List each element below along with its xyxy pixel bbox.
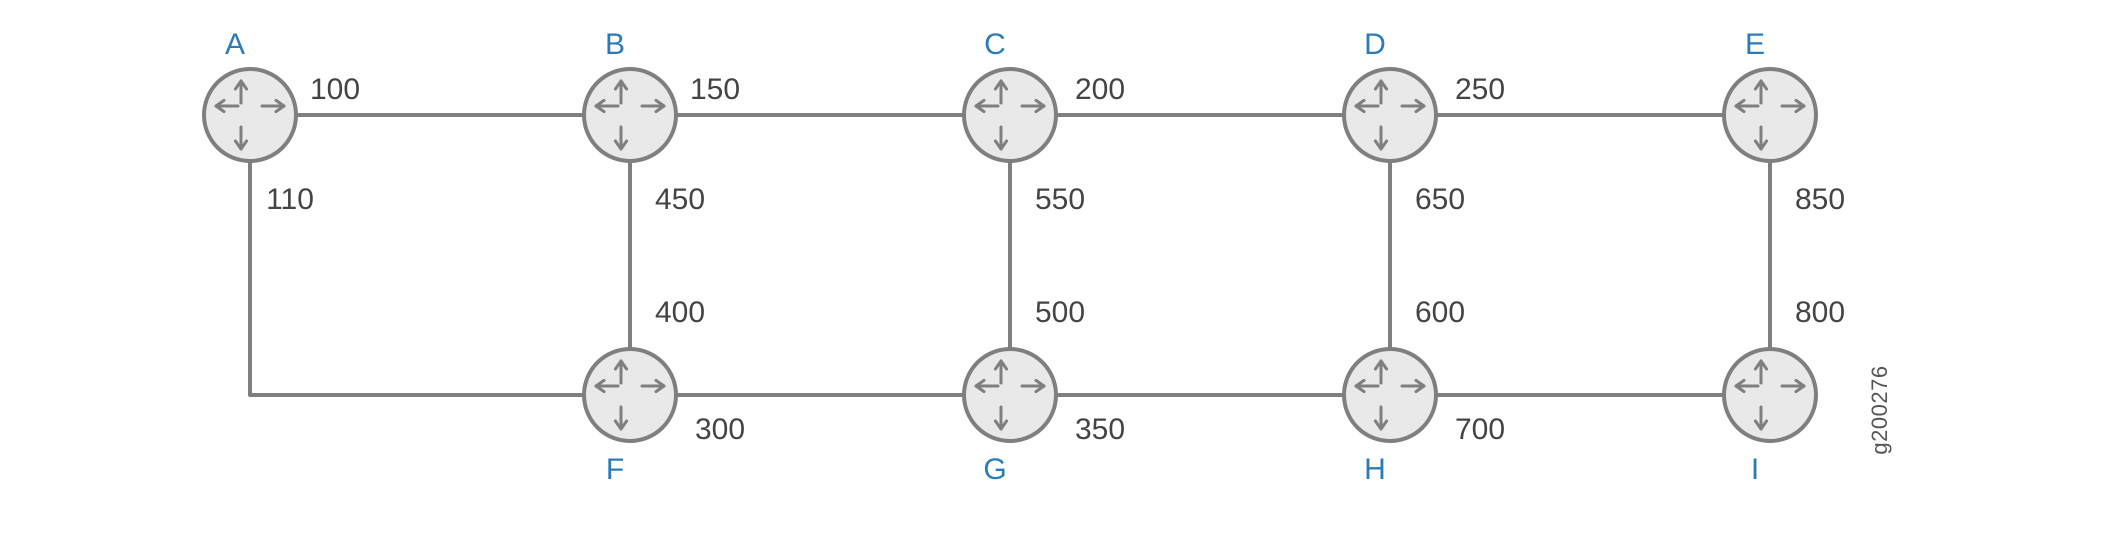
router-node-A <box>204 69 296 161</box>
router-node-H <box>1344 349 1436 441</box>
edge-label: 150 <box>690 73 740 107</box>
node-label-A: A <box>225 28 245 62</box>
edge-label: 250 <box>1455 73 1505 107</box>
edge-label: 200 <box>1075 73 1125 107</box>
edge-label: 650 <box>1415 183 1465 217</box>
router-node-G <box>964 349 1056 441</box>
node-label-F: F <box>606 453 624 487</box>
router-node-E <box>1724 69 1816 161</box>
router-node-I <box>1724 349 1816 441</box>
edge-label: 300 <box>695 413 745 447</box>
edge-label: 350 <box>1075 413 1125 447</box>
edge-label: 600 <box>1415 296 1465 330</box>
figure-id: g200276 <box>1867 365 1893 454</box>
router-node-B <box>584 69 676 161</box>
edge-label: 450 <box>655 183 705 217</box>
node-label-C: C <box>984 28 1006 62</box>
node-label-I: I <box>1751 453 1759 487</box>
node-label-E: E <box>1745 28 1765 62</box>
edge-label: 850 <box>1795 183 1845 217</box>
node-label-D: D <box>1364 28 1386 62</box>
router-node-C <box>964 69 1056 161</box>
router-node-F <box>584 349 676 441</box>
edge-label: 550 <box>1035 183 1085 217</box>
node-label-G: G <box>983 453 1006 487</box>
edge-label: 400 <box>655 296 705 330</box>
edge-label: 500 <box>1035 296 1085 330</box>
edge-label: 100 <box>310 73 360 107</box>
edge-label: 700 <box>1455 413 1505 447</box>
node-label-H: H <box>1364 453 1386 487</box>
node-label-B: B <box>605 28 625 62</box>
edge-label: 800 <box>1795 296 1845 330</box>
router-node-D <box>1344 69 1436 161</box>
edge-label: 110 <box>266 183 314 217</box>
network-diagram: A B C D E F G H I 100 150 200 250 110 450 550 650 850 400 5… <box>0 0 2101 535</box>
